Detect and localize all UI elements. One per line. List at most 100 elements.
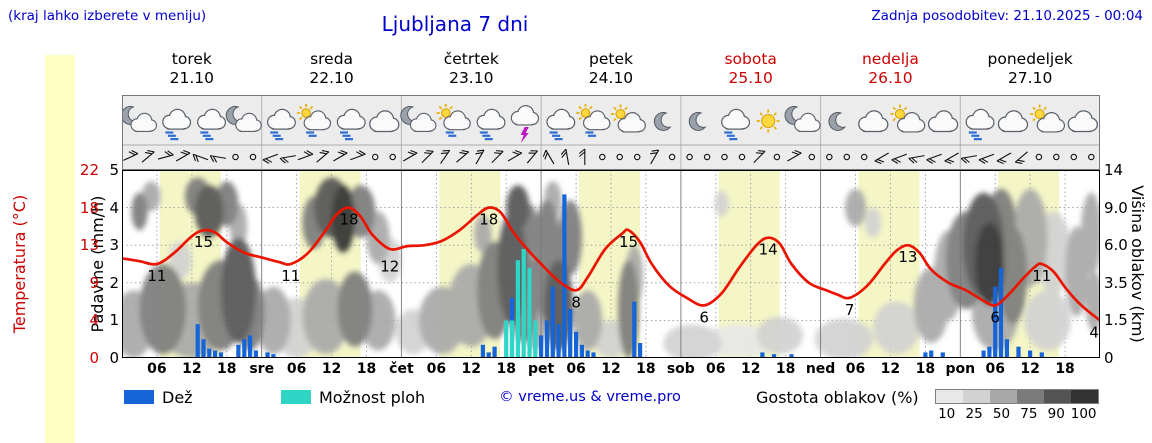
day-date: 21.10 [169,69,215,87]
density-value: 90 [1047,406,1065,422]
menu-hint: (kraj lahko izberete v meniju) [8,8,207,24]
day-name: ponedeljek [987,50,1073,68]
weather-icon-rain [546,108,576,141]
density-value: 50 [992,406,1011,422]
density-value: 100 [1070,406,1097,422]
wind-barb-icon [297,150,314,161]
weather-icon-rain [197,108,226,141]
wind-calm-icon [249,153,257,161]
weather-icon-moon-cloud [784,106,821,133]
wind-barb-icon [262,153,279,164]
wind-barb-icon [157,150,174,160]
credit-link[interactable]: © vreme.us & vreme.pro [499,389,681,405]
icon-panel-bg [122,95,1100,170]
temp-tick: 22 [79,161,99,179]
x-tick-12: 12 [461,361,482,377]
wind-calm-icon [721,153,728,161]
wind-calm-icon [843,153,851,161]
svg-text:7: 7 [845,301,855,319]
x-tick-12: 12 [182,361,202,377]
wind-calm-icon [599,153,606,161]
wind-barb-icon [996,152,1012,165]
cloud-height-tick: 9.0 [1104,198,1128,217]
weather-icon-rain [336,108,366,141]
svg-text:11: 11 [281,267,300,285]
weather-icon-moon-cloud [122,106,158,133]
last-update: Zadnja posodobitev: 21.10.2025 - 00:04 [871,8,1143,24]
day-date: 22.10 [309,69,354,87]
wind-barb-icon [891,153,907,164]
wind-barb-icon [475,149,485,165]
wind-barb-icon [123,150,139,161]
wind-calm-icon [738,153,746,161]
wind-calm-icon [1088,153,1095,161]
cloud-density-scale [935,389,1099,404]
weather-icon-sun-cloud [1030,104,1066,133]
weather-icon-rain [267,108,296,141]
wind-calm-icon [616,153,623,161]
weather-icon-moon-cloud [225,106,262,133]
wind-calm-icon [668,153,676,161]
cloud-density-values: 10 25 50 75 90 100 [933,406,1097,422]
precip-tick: 3 [109,236,119,255]
weather-icon-rain [476,108,506,141]
x-tick-18: 18 [915,361,936,377]
day-boundaries [261,170,961,358]
wind-barb-icon [421,150,434,164]
weather-icon-cloud [927,110,959,133]
temp-tick: 0 [89,349,99,367]
wind-barb-icon [209,155,227,163]
x-tick-12: 12 [880,361,901,377]
day-name: četrtek [443,50,499,68]
wind-barb-icon [526,150,538,164]
weather-icon-cloud [858,110,889,133]
day-header-petek: petek 24.10 [541,50,681,88]
precip-tick: 2 [109,273,119,292]
wind-barb-icon [908,155,925,164]
weather-icon-moon-cloud [400,106,437,133]
day-name: sobota [724,50,777,68]
x-tick-18: 18 [636,361,656,377]
svg-text:11: 11 [147,267,166,285]
x-tick-18: 18 [1055,361,1075,377]
day-date: 24.10 [588,69,634,87]
shower-legend-label: Možnost ploh [319,388,426,407]
wind-barb-icon [402,149,418,162]
x-tick-12: 12 [321,361,342,377]
wind-calm-icon [633,153,641,161]
weather-icon-sun-cloud [890,104,926,133]
wind-calm-icon [1053,153,1060,161]
wind-barb-icon [175,149,191,162]
x-tick-sob: sob [666,361,695,377]
density-value: 10 [938,406,956,422]
x-tick-06: 06 [706,361,726,377]
day-header-nedelja: nedelja 26.10 [821,50,961,88]
x-tick-18: 18 [356,361,377,377]
temp-tick: 13 [79,236,99,255]
wind-barb-icon [1014,151,1028,165]
cloud-height-tick: 3.5 [1104,273,1128,292]
weather-icon-cloud [369,110,400,133]
precip-bars [195,194,1044,358]
cloud-height-tick: 0 [1104,349,1114,367]
precip-axis-title: Padavine (mm/h) [88,195,107,333]
x-tick-ned: ned [805,361,836,377]
day-header-četrtek: četrtek 23.10 [401,50,541,88]
wind-barb-icon [192,153,209,163]
wind-barb-icon [787,149,802,162]
wind-calm-icon [860,153,868,161]
weather-icon-rain [162,108,192,141]
density-value: 75 [1020,406,1038,422]
day-header-torek: torek 21.10 [122,50,262,88]
wind-barb-icon [874,152,889,165]
svg-text:12: 12 [380,258,399,276]
density-swatch [1017,390,1044,403]
svg-text:15: 15 [619,233,638,251]
wind-barb-icon [542,149,555,165]
density-swatch [1071,390,1098,403]
x-tick-06: 06 [147,361,167,377]
weather-icon-moon [828,112,847,131]
x-tick-18: 18 [775,361,796,377]
svg-text:11: 11 [1032,267,1051,285]
